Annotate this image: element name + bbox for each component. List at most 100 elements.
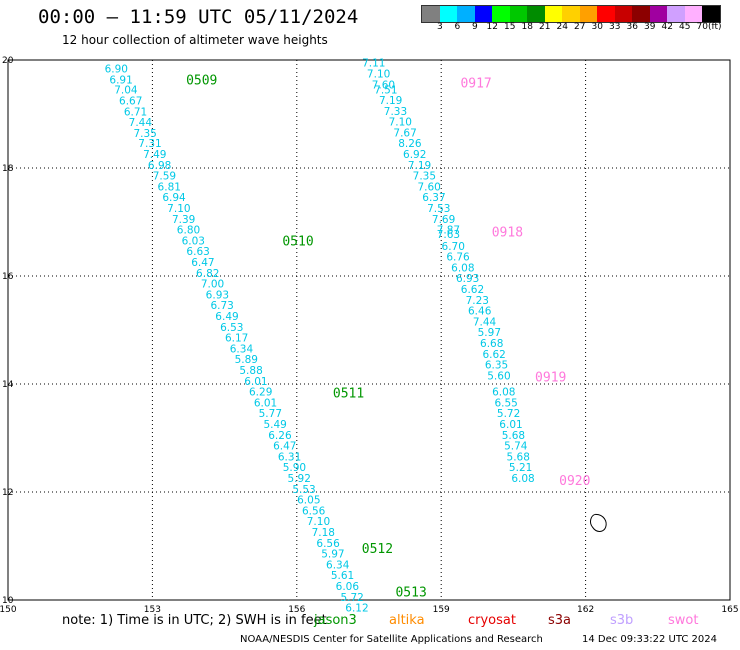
colorbar-label: 9 [472,22,478,32]
colorbar-swatch [684,6,702,22]
colorbar-swatch [509,6,527,22]
pass-time-label: 0512 [362,542,393,557]
colorbar-swatch [474,6,492,22]
wave-height-label: 6.35 [485,360,508,372]
lat-tick-label: 18 [2,164,14,174]
lon-tick-label: 150 [0,605,17,615]
wave-height-label: 5.90 [283,462,306,474]
wave-height-label: 6.06 [336,581,360,593]
wave-height-label: 5.61 [331,570,354,582]
colorbar-label: 33 [609,22,621,32]
satellite-legend-item: s3b [610,613,634,628]
colorbar-swatch [614,6,632,22]
wave-height-label: 6.01 [244,376,267,388]
colorbar-label: 24 [556,22,568,32]
wave-height-label: 5.77 [259,408,282,420]
wave-height-label: 7.35 [413,171,436,183]
wave-height-label: 5.72 [497,408,520,420]
lat-tick-label: 14 [2,380,14,390]
wave-height-label: 6.62 [482,349,505,361]
wave-height-label: 7.67 [393,127,416,139]
colorbar-swatch [597,6,615,22]
wave-height-label: 7.44 [473,316,497,328]
wave-height-label: 6.08 [492,387,515,399]
wave-height-label: 6.70 [442,241,465,253]
lat-tick-label: 16 [2,272,14,282]
pass-time-label: 0919 [535,370,566,385]
colorbar-swatch [492,6,510,22]
wave-height-label: 5.68 [507,451,530,463]
wave-height-label: 7.11 [362,58,385,70]
colorbar-label: 70 [696,22,708,32]
lat-tick-label: 10 [2,596,14,606]
pass-time-label: 0510 [282,234,313,249]
lon-tick-label: 165 [721,605,738,615]
wave-height-label: 5.74 [504,441,528,453]
colorbar-swatch [562,6,580,22]
wave-height-label: 6.12 [345,603,368,615]
wave-height-label: 5.88 [239,365,262,377]
wave-height-label: 7.51 [374,85,397,97]
colorbar-label: 45 [679,22,691,32]
lat-tick-label: 20 [2,56,14,66]
colorbar-swatch [667,6,685,22]
colorbar-swatch [422,6,440,22]
wave-height-label: 7.00 [201,279,224,291]
wave-height-label: 6.93 [206,289,229,301]
wave-height-label: 6.56 [316,538,340,550]
wave-height-label: 6.01 [254,397,277,409]
wave-height-label: 5.60 [487,370,510,382]
wave-height-label: 6.56 [302,505,326,517]
satellite-legend-item: s3a [548,613,572,628]
footer-timestamp: 14 Dec 09:33:22 UTC 2024 [582,634,717,645]
colorbar-label: 27 [574,22,586,32]
wave-height-label: 6.63 [186,246,209,258]
wave-height-label: 6.17 [225,333,248,345]
wave-height-label: 6.03 [182,235,205,247]
wave-height-label: 6.80 [177,225,200,237]
colorbar-label: 6 [454,22,461,32]
wave-height-label: 6.71 [124,106,147,118]
wave-height-label: 5.89 [235,354,258,366]
wave-height-label: 5.49 [263,419,286,431]
wave-height-label: 7.44 [129,117,153,129]
wave-height-label: 7.39 [172,214,195,226]
wave-height-label: 7.10 [167,203,190,215]
pass-time-label: 0920 [559,474,590,489]
footer-credit: NOAA/NESDIS Center for Satellite Applica… [240,634,543,645]
colorbar-label: 3 [437,22,443,32]
wave-height-label: 7.10 [389,117,412,129]
wave-height-label: 5.72 [340,592,363,604]
pass-time-label: 0511 [333,387,364,402]
wave-height-label: 7.04 [114,85,138,97]
wave-height-label: 6.05 [297,495,320,507]
pass-time-label: 0917 [460,77,491,92]
wave-height-label: 7.10 [367,69,390,81]
page-title: 00:00 – 11:59 UTC 05/11/2024 [38,6,359,28]
lon-tick-label: 153 [144,605,161,615]
wave-height-label: 6.98 [148,160,171,172]
wave-height-label: 6.93 [456,273,479,285]
wave-height-label: 7.33 [384,106,407,118]
lat-tick-label: 12 [2,488,13,498]
wave-height-label: 6.68 [480,338,503,350]
satellite-legend-item: cryosat [468,613,516,628]
wave-height-label: 7.69 [432,214,455,226]
colorbar-swatch [527,6,545,22]
wave-height-label: 7.87 [437,225,460,237]
wave-height-label: 7.60 [417,181,440,193]
wave-height-label: 7.23 [466,295,489,307]
wave-height-label: 6.26 [268,430,292,442]
satellite-legend: jason3 altika cryosat s3a s3b swot [0,613,740,629]
wave-height-label: 6.47 [191,257,214,269]
wave-height-label: 6.34 [230,343,254,355]
wave-height-label: 7.60 [372,79,395,91]
wave-height-label: 6.62 [461,284,484,296]
wave-height-label: 8.26 [398,138,422,150]
colorbar-swatch [649,6,667,22]
wave-height-label: 7.49 [143,149,166,161]
wave-height-label: 7.63 [437,229,460,241]
satellite-legend-item: swot [668,613,699,628]
wave-height-label: 5.97 [321,549,344,561]
wave-height-label: 7.10 [307,516,330,528]
